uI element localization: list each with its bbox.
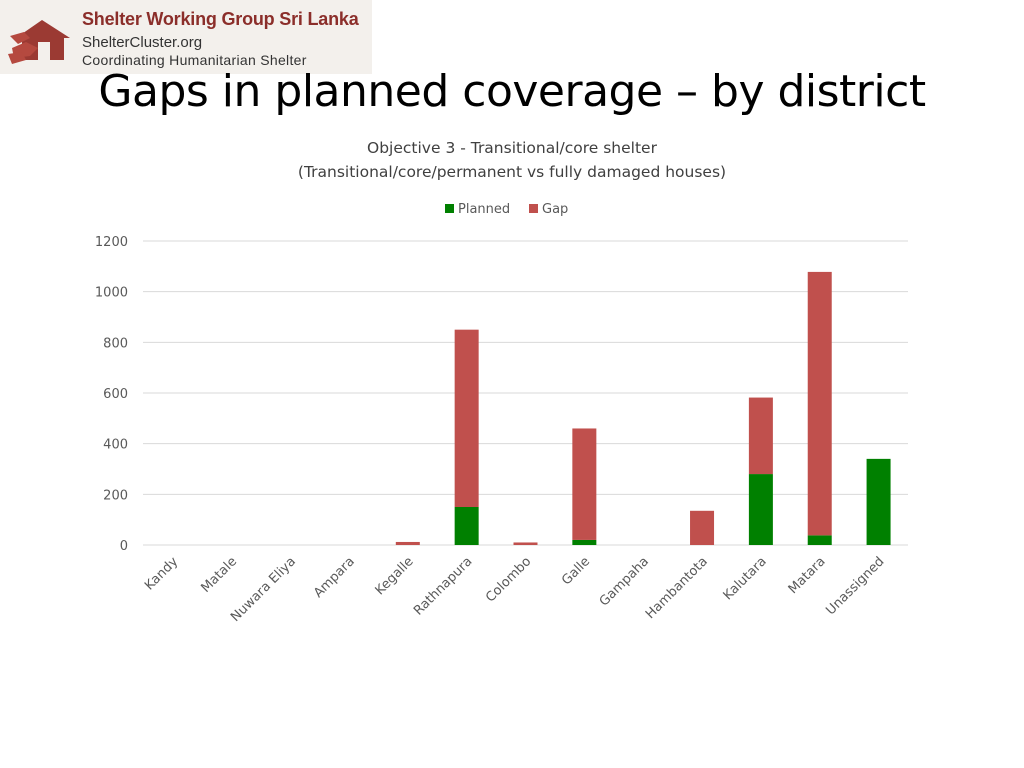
logo-website: ShelterCluster.org <box>82 34 203 51</box>
logo-tagline: Coordinating Humanitarian Shelter <box>82 52 307 68</box>
x-tick-label: Kandy <box>142 554 181 593</box>
x-tick-label: Ampara <box>311 554 358 601</box>
y-tick-label: 600 <box>103 387 128 402</box>
y-tick-label: 400 <box>103 438 128 453</box>
x-tick-label: Matale <box>198 554 240 596</box>
x-tick-label: Matara <box>786 554 829 597</box>
y-tick-label: 800 <box>103 336 128 351</box>
x-tick-label: Kegalle <box>373 554 417 598</box>
bar-gap-rathnapura <box>454 329 479 507</box>
chart-subtitle: (Transitional/core/permanent vs fully da… <box>297 163 727 181</box>
legend-swatch-planned <box>445 204 454 213</box>
bar-planned-rathnapura <box>454 507 479 545</box>
x-tick-label: Gampaha <box>597 554 652 609</box>
bar-gap-colombo <box>513 542 538 545</box>
x-tick-label: Kalutara <box>721 554 770 603</box>
y-tick-label: 0 <box>120 539 128 554</box>
bar-gap-galle <box>572 428 597 540</box>
bar-planned-kalutara <box>748 474 773 545</box>
hands-house-icon <box>8 20 70 64</box>
bar-gap-kegalle <box>395 541 420 545</box>
x-tick-label: Galle <box>559 554 593 588</box>
x-tick-label: Colombo <box>483 554 534 605</box>
page-title: Gaps in planned coverage – by district <box>98 66 926 117</box>
chart-title: Objective 3 - Transitional/core shelter <box>367 139 657 157</box>
y-tick-label: 1000 <box>95 286 128 301</box>
bar-gap-hambantota <box>690 510 715 545</box>
logo-org-name: Shelter Working Group Sri Lanka <box>82 9 359 29</box>
bar-gap-matara <box>807 271 832 536</box>
x-tick-label: Hambantota <box>643 554 711 622</box>
x-tick-label: Unassigned <box>823 554 887 618</box>
legend-swatch-gap <box>529 204 538 213</box>
legend-label-planned: Planned <box>458 202 510 217</box>
y-tick-label: 200 <box>103 488 128 503</box>
y-tick-label: 1200 <box>95 235 128 250</box>
bar-planned-matara <box>807 535 832 545</box>
legend-label-gap: Gap <box>542 202 568 217</box>
bar-planned-galle <box>572 539 597 545</box>
bar-gap-kalutara <box>748 397 773 475</box>
x-tick-label: Rathnapura <box>411 554 475 618</box>
bar-planned-unassigned <box>866 458 891 545</box>
logo: Shelter Working Group Sri Lanka ShelterC… <box>0 0 372 74</box>
